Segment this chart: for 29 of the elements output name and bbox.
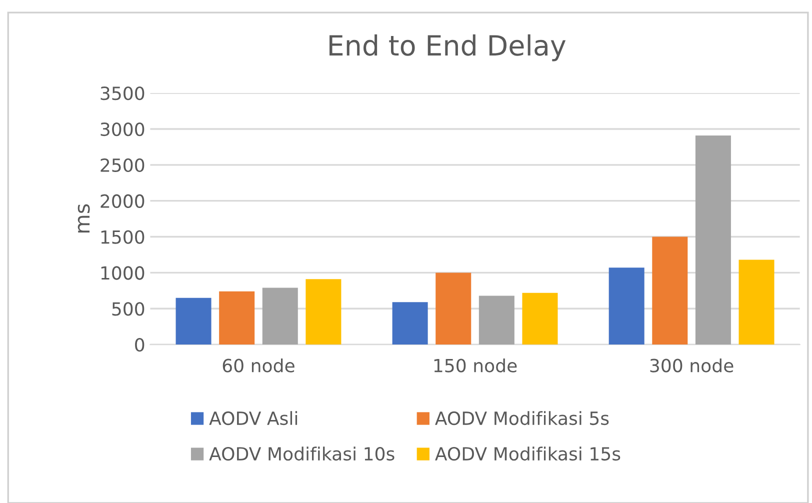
bar bbox=[219, 291, 255, 345]
legend-label: AODV Modifikasi 5s bbox=[435, 411, 609, 426]
legend-label: AODV Modifikasi 10s bbox=[209, 446, 394, 461]
y-tick-label: 2000 bbox=[100, 194, 144, 208]
x-tick-label: 60 node bbox=[222, 358, 294, 372]
y-tick-label: 2500 bbox=[100, 158, 144, 172]
bar bbox=[262, 288, 298, 345]
bar bbox=[695, 135, 731, 345]
bar bbox=[392, 302, 428, 345]
x-tick-label: 150 node bbox=[434, 358, 517, 372]
bar bbox=[306, 279, 342, 345]
legend-label: AODV Modifikasi 15s bbox=[435, 446, 620, 461]
y-tick-label: 1500 bbox=[101, 230, 144, 244]
y-tick-label: 1000 bbox=[101, 266, 144, 280]
bar bbox=[176, 298, 212, 345]
bar bbox=[436, 272, 472, 345]
y-tick-label: 3000 bbox=[100, 122, 144, 136]
bar bbox=[478, 296, 514, 345]
bar bbox=[522, 292, 558, 345]
chart-title: End to End Delay bbox=[330, 34, 566, 62]
legend-label: AODV Asli bbox=[209, 411, 298, 426]
y-tick-label: 500 bbox=[112, 302, 144, 316]
bar bbox=[652, 236, 688, 345]
y-tick-label: 3500 bbox=[100, 86, 144, 100]
bar bbox=[738, 260, 774, 345]
y-axis-title: ms bbox=[78, 204, 90, 232]
y-tick-label: 0 bbox=[135, 338, 144, 352]
bar bbox=[608, 268, 644, 345]
x-tick-label: 300 node bbox=[650, 358, 734, 372]
